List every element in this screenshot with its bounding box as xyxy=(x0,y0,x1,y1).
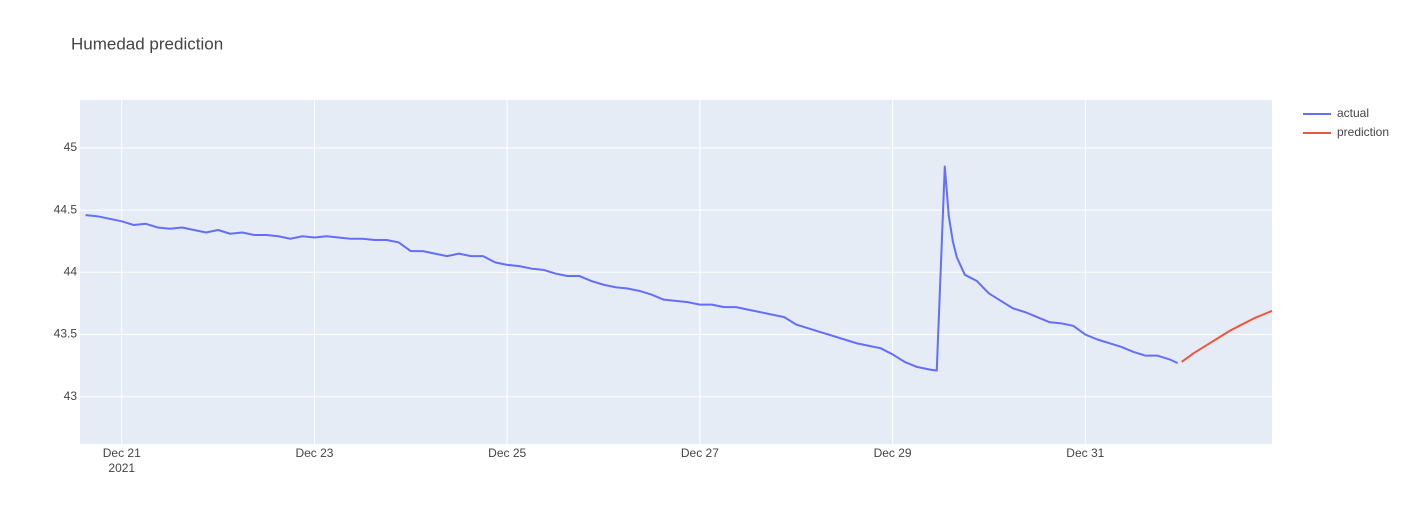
y-tick-label: 45 xyxy=(64,140,78,154)
chart-title: Humedad prediction xyxy=(71,34,223,53)
x-tick-label: Dec 31 xyxy=(1066,446,1104,460)
legend-label: prediction xyxy=(1337,125,1389,139)
y-tick-label: 43.5 xyxy=(54,327,78,341)
x-tick-label: Dec 23 xyxy=(295,446,333,460)
x-year-label: 2021 xyxy=(108,461,135,475)
y-tick-label: 44 xyxy=(64,264,78,278)
line xyxy=(85,165,1179,372)
x-tick-label: Dec 25 xyxy=(488,446,526,460)
y-tick-label: 43 xyxy=(64,389,78,403)
x-tick-label: Dec 27 xyxy=(681,446,719,460)
x-tick-label: Dec 21 xyxy=(103,446,141,460)
y-tick-label: 44.5 xyxy=(54,202,78,216)
x-tick-label: Dec 29 xyxy=(874,446,912,460)
legend-label: actual xyxy=(1337,106,1369,120)
line xyxy=(1181,309,1273,363)
